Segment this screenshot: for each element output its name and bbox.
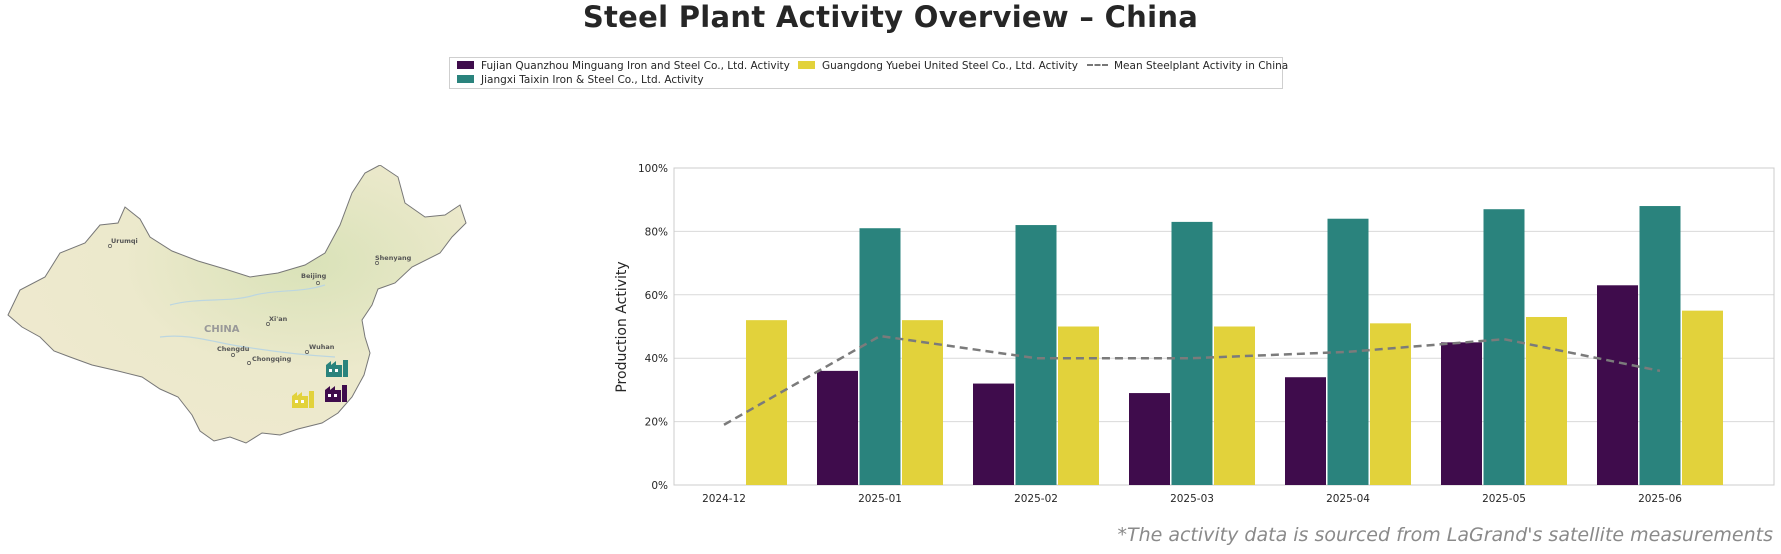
y-tick-label: 60% <box>645 290 668 302</box>
bar-fujian-2025-05 <box>1441 342 1482 485</box>
x-tick-label: 2025-05 <box>1482 493 1526 505</box>
legend: Fujian Quanzhou Minguang Iron and Steel … <box>449 57 1288 89</box>
bar-jiangxi-2025-04 <box>1327 218 1369 485</box>
legend-label-guangdong: Guangdong Yuebei United Steel Co., Ltd. … <box>822 60 1078 72</box>
bar-guangdong-2025-01 <box>902 320 943 485</box>
chart-title: Steel Plant Activity Overview – China <box>582 0 1199 34</box>
x-tick-label: 2025-02 <box>1014 493 1058 505</box>
legend-label-fujian: Fujian Quanzhou Minguang Iron and Steel … <box>481 60 790 72</box>
x-tick-label: 2025-06 <box>1638 493 1682 505</box>
x-tick-label: 2025-04 <box>1326 493 1370 505</box>
legend-item-fujian: Fujian Quanzhou Minguang Iron and Steel … <box>457 60 790 73</box>
factory-icon-jiangxi <box>326 360 348 377</box>
city-label-xian: Xi'an <box>269 315 288 323</box>
bar-guangdong-2025-05 <box>1526 316 1567 485</box>
bar-jiangxi-2025-01 <box>859 228 901 485</box>
bar-jiangxi-2025-03 <box>1171 221 1213 485</box>
bar-guangdong-2025-02 <box>1058 326 1099 485</box>
legend-label-jiangxi: Jiangxi Taixin Iron & Steel Co., Ltd. Ac… <box>481 74 704 86</box>
legend-item-guangdong: Guangdong Yuebei United Steel Co., Ltd. … <box>798 60 1078 73</box>
bar-jiangxi-2025-02 <box>1015 225 1057 485</box>
city-label-wuhan: Wuhan <box>309 343 335 351</box>
legend-item-jiangxi: Jiangxi Taixin Iron & Steel Co., Ltd. Ac… <box>457 74 704 87</box>
bar-jiangxi-2025-06 <box>1639 206 1681 485</box>
y-tick-label: 40% <box>645 353 668 365</box>
legend-label-mean: Mean Steelplant Activity in China <box>1114 60 1289 72</box>
city-label-chengdu: Chengdu <box>217 345 250 353</box>
bar-fujian-2025-01 <box>817 370 858 485</box>
map-country-label: CHINA <box>204 324 240 335</box>
city-label-shenyang: Shenyang <box>375 254 412 262</box>
y-tick-label: 100% <box>638 163 668 175</box>
bar-fujian-2025-06 <box>1597 285 1638 485</box>
legend-swatch-guangdong <box>798 61 815 69</box>
y-tick-labels: 0% 20% 40% 60% 80% 100% <box>638 163 668 492</box>
bar-fujian-2025-03 <box>1129 393 1170 485</box>
bar-guangdong-2024-12 <box>746 320 787 485</box>
city-label-beijing: Beijing <box>301 272 327 280</box>
legend-swatch-jiangxi <box>457 75 474 83</box>
y-tick-label: 80% <box>645 226 668 238</box>
legend-swatch-fujian <box>457 61 474 69</box>
x-tick-label: 2025-01 <box>858 493 902 505</box>
factory-icon-guangdong <box>292 391 314 408</box>
china-outline <box>7 165 467 444</box>
y-axis-label: Production Activity <box>614 261 630 392</box>
city-label-urumqi: Urumqi <box>111 237 138 245</box>
city-label-chongqing: Chongqing <box>252 355 292 363</box>
bar-jiangxi-2025-05 <box>1483 209 1525 485</box>
factory-icon-fujian <box>325 385 347 402</box>
bar-fujian-2025-02 <box>973 383 1014 485</box>
y-tick-label: 0% <box>651 480 668 492</box>
y-tick-label: 20% <box>645 417 668 429</box>
bar-guangdong-2025-06 <box>1682 310 1723 485</box>
legend-line-mean <box>1087 64 1108 66</box>
bar-guangdong-2025-03 <box>1214 326 1255 485</box>
bars <box>746 206 1723 485</box>
legend-item-mean: Mean Steelplant Activity in China <box>1087 60 1288 73</box>
x-tick-labels: 2024-12 2025-01 2025-02 2025-03 2025-04 2025-… <box>702 493 1682 505</box>
x-tick-label: 2024-12 <box>702 493 746 505</box>
x-tick-label: 2025-03 <box>1170 493 1214 505</box>
activity-chart: 0% 20% 40% 60% 80% 100% 2024-12 2025-01 2025-02… <box>614 163 1775 505</box>
river <box>169 284 326 306</box>
bar-fujian-2025-04 <box>1285 377 1326 485</box>
river <box>159 335 336 358</box>
footnote: *The activity data is sourced from LaGra… <box>1117 524 1773 546</box>
china-map: CHINA Urumqi Beijing Shenyang Xi'an Chen… <box>7 165 467 444</box>
